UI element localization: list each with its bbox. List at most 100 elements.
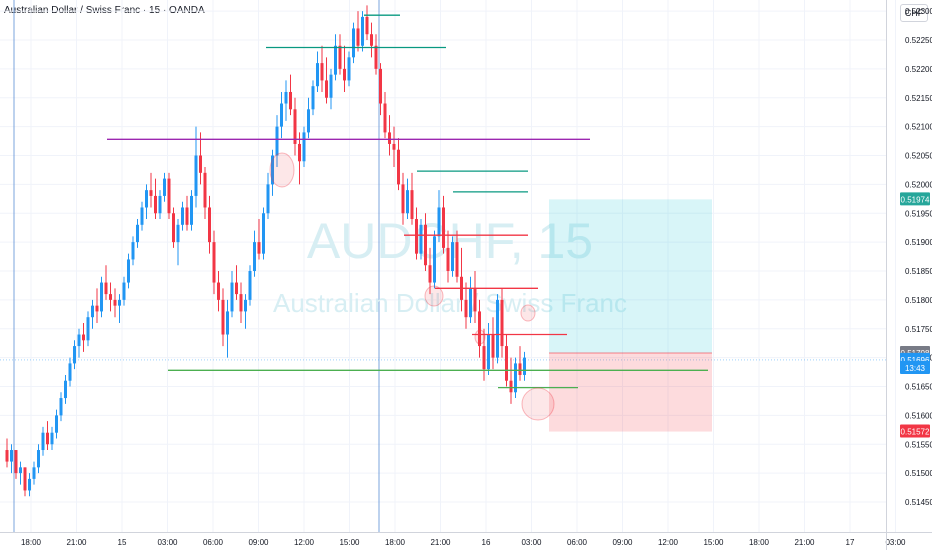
candle-body-up [352, 28, 355, 58]
y-tick-label: 0.51850 [905, 267, 932, 276]
candle-body-up [307, 109, 310, 133]
stop-zone[interactable] [549, 353, 712, 432]
candle-body-up [347, 57, 351, 81]
candle-body-down [356, 28, 360, 46]
candle-body-down [289, 91, 292, 110]
candle-body-up [226, 311, 229, 335]
target-zone[interactable] [549, 199, 712, 354]
x-tick-label: 21:00 [66, 538, 87, 547]
candle-body-up [262, 213, 265, 254]
candle-body-down [221, 299, 225, 335]
candle-body-up [55, 415, 58, 433]
candle-body-down [397, 149, 400, 185]
currency-button[interactable]: CHF [900, 4, 928, 22]
candle-body-down [257, 242, 261, 254]
candle-body-down [203, 172, 207, 208]
candle-body-up [253, 242, 256, 271]
candle-body-up [32, 467, 36, 479]
candle-body-up [190, 195, 193, 225]
x-tick-label: 03:00 [521, 538, 542, 547]
candle-body-up [136, 224, 139, 243]
y-tick-label: 0.51550 [905, 440, 932, 449]
candle-body-down [500, 299, 504, 347]
candle-body-down [428, 265, 432, 283]
candle-body-up [68, 363, 72, 381]
candle-body-up [194, 155, 198, 196]
candle-body-up [158, 195, 162, 214]
candle-body-down [109, 294, 112, 300]
candle-body-down [388, 132, 391, 144]
candle-body-up [271, 155, 274, 185]
candle-body-up [140, 207, 144, 225]
candle-body-up [41, 432, 45, 451]
y-tick-label: 0.51900 [905, 238, 932, 247]
horizontal-levels[interactable] [107, 14, 708, 389]
y-tick-label: 0.51450 [905, 498, 932, 507]
candle-body-up [86, 317, 90, 341]
candle-body-down [415, 219, 418, 254]
price-badge-label: 0.51974 [901, 195, 930, 204]
x-tick-label: 18:00 [21, 538, 42, 547]
candle-body-up [284, 91, 288, 104]
candle-body-up [316, 63, 319, 87]
candle-body-up [311, 86, 315, 110]
candle-body-up [433, 236, 436, 283]
candle-body-down [104, 282, 108, 295]
highlight-ellipse[interactable] [424, 285, 444, 307]
candle-body-up [329, 74, 333, 98]
candle-body-up [244, 299, 247, 312]
candle-body-up [514, 363, 517, 393]
candle-body-down [338, 45, 342, 69]
candle-body-down [82, 334, 85, 341]
candle-body-up [91, 305, 94, 318]
candle-body-down [154, 195, 157, 214]
candle-body-down [199, 155, 202, 173]
position-zones[interactable] [549, 199, 712, 432]
candle-body-up [64, 380, 67, 399]
candle-body-down [424, 224, 427, 266]
candle-body-up [77, 334, 81, 347]
x-tick-label: 06:00 [203, 538, 224, 547]
highlight-ellipse[interactable] [521, 387, 555, 421]
candle-body-up [419, 224, 423, 254]
candle-body-down [239, 294, 243, 312]
candle-body-down [208, 207, 211, 243]
x-tick-label: 06:00 [567, 538, 588, 547]
candle-body-up [37, 450, 40, 468]
y-tick-label: 0.52050 [905, 152, 932, 161]
watermark-symbol: AUDCHF, 15 [307, 213, 593, 269]
highlight-ellipse[interactable] [520, 304, 536, 322]
chart-title: Australian Dollar / Swiss Franc · 15 · O… [4, 5, 205, 16]
candle-body-up [275, 126, 279, 156]
candle-body-up [469, 288, 472, 318]
y-tick-label: 0.51650 [905, 383, 932, 392]
candle-body-down [464, 299, 468, 318]
candle-body-down [509, 380, 513, 393]
candle-body-up [280, 103, 283, 127]
candle-body-down [505, 346, 508, 381]
highlight-ellipse[interactable] [269, 152, 295, 188]
candle-body-down [167, 178, 171, 214]
candle-body-down [374, 45, 378, 69]
candle-body-down [343, 68, 346, 81]
highlight-ellipses[interactable] [269, 152, 555, 421]
candle-body-up [248, 271, 252, 300]
x-tick-label: 12:00 [294, 538, 315, 547]
x-tick-label: 21:00 [430, 538, 451, 547]
candle-body-up [302, 132, 306, 162]
candle-body-down [217, 282, 220, 300]
candle-body-down [113, 299, 117, 306]
candle-body-down [320, 63, 324, 81]
candle-body-down [491, 334, 495, 358]
candle-body-down [185, 207, 189, 225]
candle-body-down [379, 68, 382, 104]
x-tick-label: 12:00 [658, 538, 679, 547]
candle-body-up [73, 346, 76, 364]
highlight-ellipse[interactable] [474, 329, 486, 345]
candle-body-up [59, 398, 63, 416]
candle-body-down [325, 80, 328, 98]
candle-body-down [365, 16, 369, 35]
candle-body-down [446, 247, 450, 271]
candle-body-down [410, 190, 414, 220]
